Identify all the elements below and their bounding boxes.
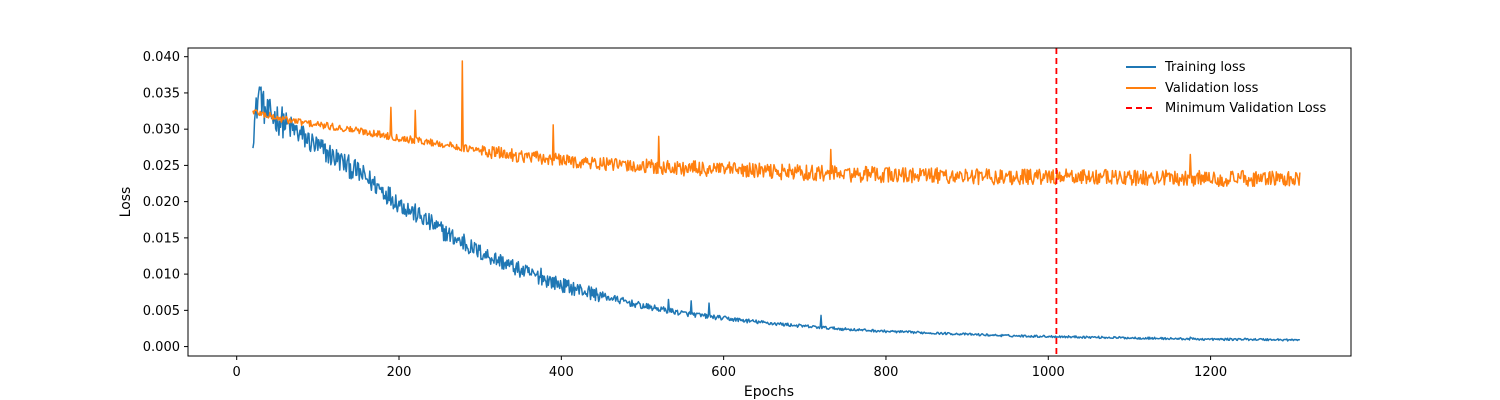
y-tick-label: 0.025: [143, 159, 180, 174]
x-tick-label: 400: [549, 365, 574, 380]
y-tick-label: 0.040: [143, 50, 180, 65]
y-tick-label: 0.015: [143, 231, 180, 246]
series-line-validation-loss: [252, 60, 1301, 188]
x-tick-label: 200: [387, 365, 412, 380]
x-tick-label: 800: [874, 365, 899, 380]
x-axis: 0 200 400 600 800 1000 1200: [233, 356, 1227, 380]
legend-label-training: Training loss: [1164, 60, 1246, 75]
x-tick-label: 600: [711, 365, 736, 380]
legend-label-validation: Validation loss: [1165, 81, 1259, 96]
y-tick-label: 0.010: [143, 268, 180, 283]
series-line-training-loss: [252, 86, 1301, 342]
x-tick-label: 1000: [1032, 365, 1065, 380]
x-axis-label: Epochs: [744, 384, 794, 400]
y-tick-label: 0.035: [143, 86, 180, 101]
y-tick-label: 0.000: [143, 340, 180, 355]
x-tick-label: 0: [233, 365, 241, 380]
y-tick-label: 0.020: [143, 195, 180, 210]
legend-label-minimum: Minimum Validation Loss: [1165, 101, 1326, 116]
y-axis-label: Loss: [118, 187, 134, 218]
y-axis: 0.000 0.005 0.010 0.015 0.020 0.025 0.030 0.035…: [143, 50, 188, 355]
plot-area: [252, 48, 1301, 356]
y-tick-label: 0.005: [143, 304, 180, 319]
legend: Training loss Validation loss Minimum Va…: [1126, 60, 1326, 116]
y-tick-label: 0.030: [143, 123, 180, 138]
x-tick-label: 1200: [1194, 365, 1227, 380]
